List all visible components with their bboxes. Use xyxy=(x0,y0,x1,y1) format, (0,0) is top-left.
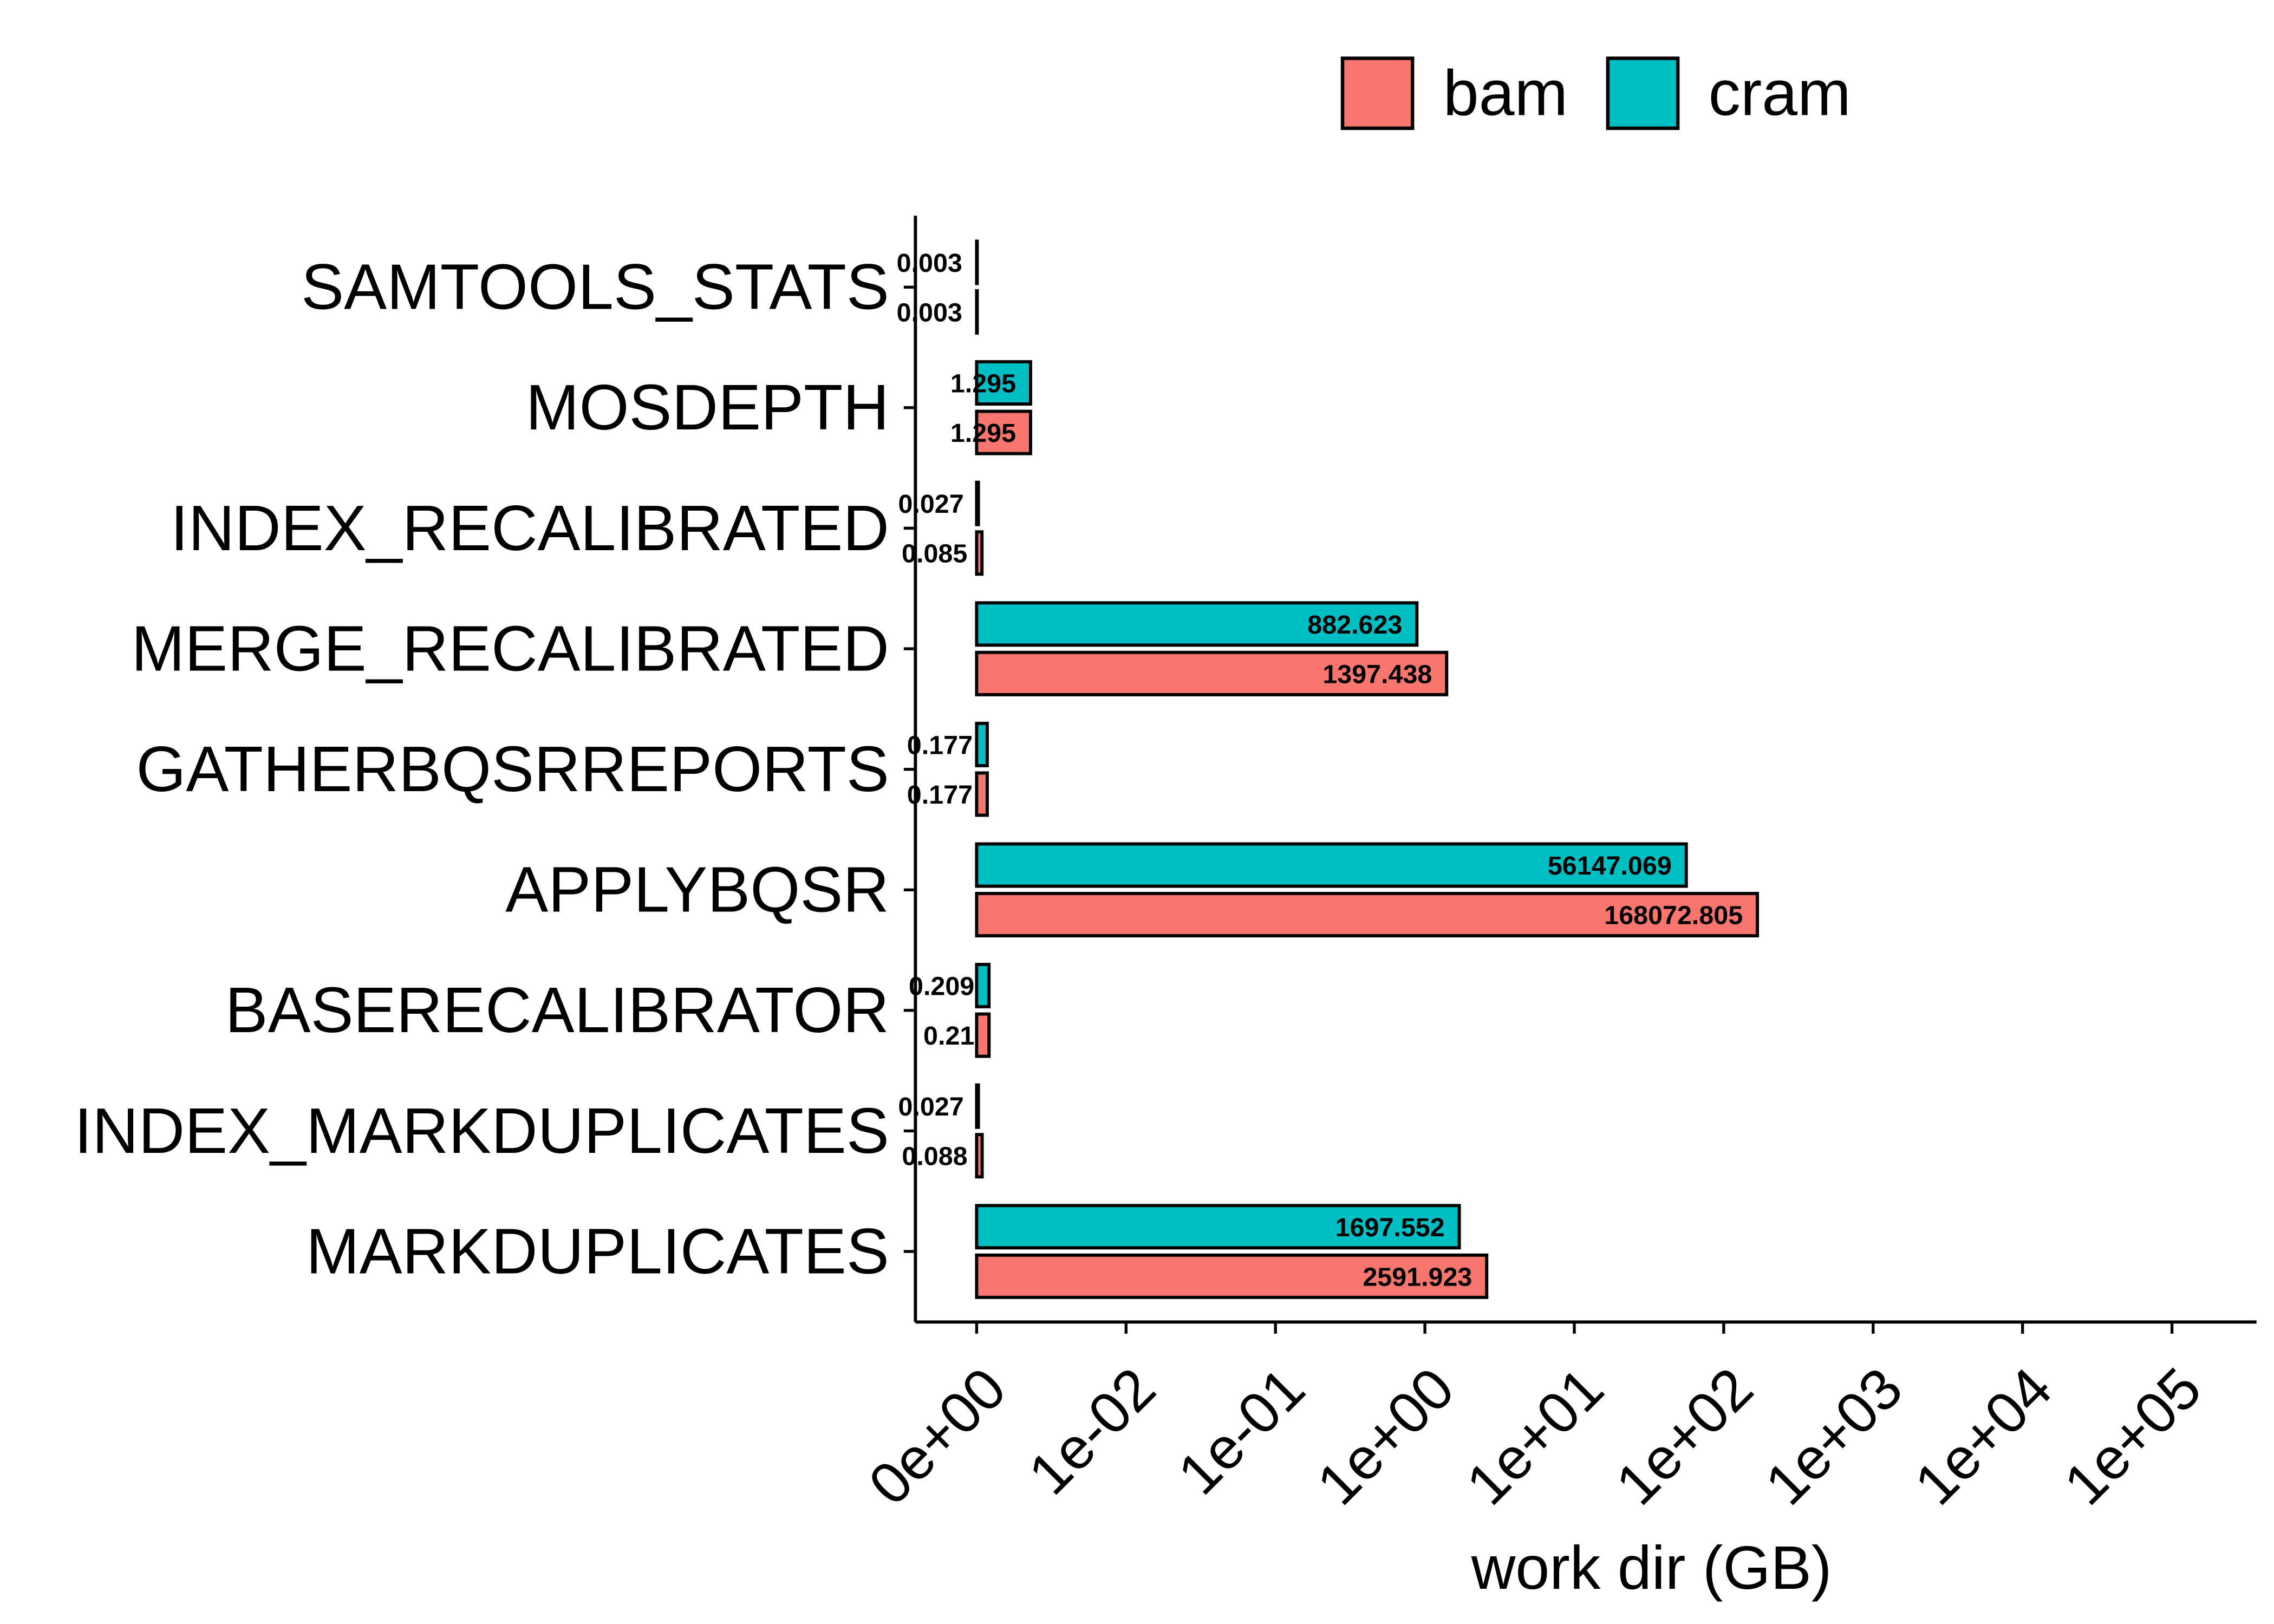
y-tick-label: BASERECALIBRATOR xyxy=(225,975,889,1046)
bar-cram xyxy=(975,842,1688,888)
bar-cram xyxy=(975,601,1419,647)
x-tick-label: 1e+02 xyxy=(1604,1355,1765,1517)
x-tick-label: 1e+03 xyxy=(1753,1355,1915,1517)
bar-cram xyxy=(975,1204,1461,1250)
bar-value-label-cram: 1.295 xyxy=(950,369,1016,399)
legend-label-bam: bam xyxy=(1443,58,1568,129)
bar-cram xyxy=(975,480,980,526)
x-tick-label: 1e-02 xyxy=(1016,1355,1168,1507)
bar-value-label-bam: 1.295 xyxy=(950,419,1016,448)
y-tick-label: MERGE_RECALIBRATED xyxy=(131,613,889,684)
bar-cram xyxy=(975,239,979,285)
x-tick-label: 1e+04 xyxy=(1902,1355,2064,1517)
bar-value-label-cram: 0.027 xyxy=(898,1092,963,1121)
y-tick-label: APPLYBQSR xyxy=(505,855,889,926)
bar-value-label-cram: 1697.552 xyxy=(1335,1213,1445,1242)
bar-bam xyxy=(975,892,1760,938)
bar-value-label-bam: 0.085 xyxy=(902,539,967,569)
bar-value-label-cram: 0.003 xyxy=(897,249,962,278)
bar-cram xyxy=(975,1083,980,1129)
bar-bam xyxy=(975,530,984,576)
bars: 0.003 0.003 1.295 1.295 0.027 0.085 882.623 139… xyxy=(897,239,1760,1299)
bar-cram xyxy=(975,721,989,767)
bar-value-label-bam: 1397.438 xyxy=(1322,660,1432,689)
legend-label-cram: cram xyxy=(1709,58,1851,129)
bar-value-label-cram: 56147.069 xyxy=(1548,851,1672,881)
y-tick-label: GATHERBQSRREPORTS xyxy=(136,734,889,805)
y-tick-label: MOSDEPTH xyxy=(526,372,889,443)
y-axis: SAMTOOLS_STATS MOSDEPTH INDEX_RECALIBRATED… xyxy=(74,216,917,1322)
bar-bam xyxy=(975,409,1032,455)
bar-cram xyxy=(975,360,1032,406)
y-tick-label: MARKDUPLICATES xyxy=(306,1216,889,1287)
bar-bam xyxy=(975,1012,991,1058)
legend-swatch-bam xyxy=(1340,56,1415,131)
x-axis: 0e+001e-021e-011e+001e+011e+021e+031e+04… xyxy=(856,1320,2257,1517)
bar-value-label-bam: 168072.805 xyxy=(1604,901,1743,930)
y-tick-label: SAMTOOLS_STATS xyxy=(301,252,889,323)
bar-value-label-bam: 0.177 xyxy=(907,780,973,810)
bar-bam xyxy=(975,1133,984,1179)
y-tick-label: INDEX_RECALIBRATED xyxy=(171,493,889,564)
legend-swatch-cram xyxy=(1606,56,1680,131)
x-axis-title: work dir (GB) xyxy=(1471,1534,1832,1602)
y-tick-label: INDEX_MARKDUPLICATES xyxy=(74,1095,889,1167)
x-tick-label: 1e-01 xyxy=(1165,1355,1317,1507)
x-tick-label: 0e+00 xyxy=(856,1355,1018,1517)
bar-value-label-cram: 0.027 xyxy=(898,490,963,519)
x-tick-label: 1e+01 xyxy=(1454,1355,1616,1517)
bar-value-label-cram: 882.623 xyxy=(1307,610,1402,640)
x-tick-label: 1e+00 xyxy=(1305,1355,1467,1517)
bar-value-label-bam: 0.088 xyxy=(902,1142,967,1171)
bar-value-label-bam: 0.003 xyxy=(897,298,962,328)
bar-bam xyxy=(975,289,979,335)
bar-value-label-bam: 2591.923 xyxy=(1363,1262,1472,1292)
bar-value-label-cram: 0.177 xyxy=(907,731,973,760)
bar-value-label-bam: 0.21 xyxy=(923,1021,974,1051)
legend: bam cram xyxy=(1340,56,1851,131)
bar-cram xyxy=(975,963,991,1009)
bar-value-label-cram: 0.209 xyxy=(909,972,974,1001)
bar-bam xyxy=(975,1253,1489,1299)
x-tick-label: 1e+05 xyxy=(2051,1355,2213,1517)
bar-bam xyxy=(975,771,989,817)
bar-bam xyxy=(975,650,1449,696)
